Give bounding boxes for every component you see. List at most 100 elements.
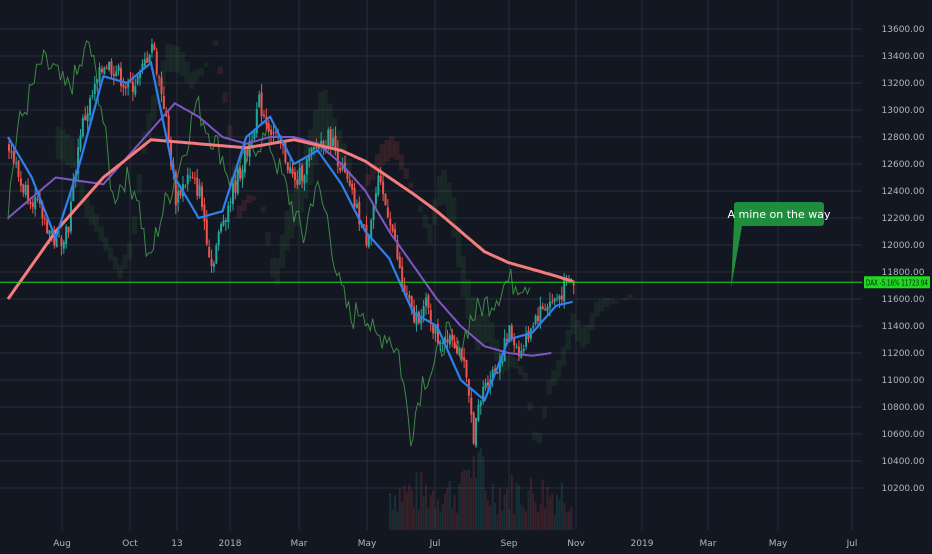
cloud-segment	[251, 196, 256, 200]
candle-body	[122, 84, 124, 87]
candle-body	[106, 68, 108, 69]
cloud-segment	[394, 141, 399, 160]
price-tag: DAX -5.16% 11723.94	[864, 276, 930, 288]
volume-bar	[458, 484, 460, 530]
candle-body	[87, 113, 89, 121]
x-tick-label: Oct	[122, 539, 138, 549]
cloud-segment	[275, 258, 280, 285]
cloud-segment	[194, 69, 199, 82]
candle-body	[230, 202, 232, 203]
cloud-segment	[628, 294, 633, 298]
volume-bar	[396, 511, 398, 530]
candle-body	[242, 170, 244, 179]
y-tick-label: 11400.00	[882, 322, 925, 332]
cloud-segment	[427, 224, 432, 244]
cloud-segment	[566, 330, 571, 350]
volume-bar	[530, 477, 532, 530]
cloud-segment	[218, 66, 223, 74]
volume-bar	[501, 511, 503, 530]
volume-bar	[470, 478, 472, 530]
candle-body	[423, 306, 425, 317]
y-tick-label: 10600.00	[882, 430, 925, 440]
candle-body	[425, 298, 427, 306]
candle-body	[406, 293, 408, 294]
cloud-segment	[451, 197, 456, 237]
volume-bar	[423, 496, 425, 530]
candle-body	[449, 335, 451, 344]
candle-body	[194, 178, 196, 179]
cloud-segment	[184, 61, 189, 82]
cloud-segment	[213, 41, 218, 45]
candle-body	[401, 267, 403, 287]
y-tick-label: 11600.00	[882, 295, 925, 305]
volume-bar	[399, 488, 401, 530]
volume-bar	[539, 505, 541, 530]
candle-body	[458, 348, 460, 355]
volume-bar	[518, 485, 520, 530]
volume-bar	[411, 490, 413, 530]
y-tick-label: 12400.00	[882, 187, 925, 197]
candle-body	[110, 61, 112, 74]
candle-body	[220, 224, 222, 232]
volume-bar	[570, 507, 572, 530]
candle-body	[118, 66, 120, 71]
candle-body	[108, 62, 110, 70]
volume-bar	[415, 473, 417, 530]
x-tick-label: Jul	[846, 539, 858, 549]
candle-body	[79, 135, 81, 149]
y-tick-label: 11200.00	[882, 349, 925, 359]
cloud-segment	[408, 183, 413, 188]
candle-body	[446, 339, 448, 343]
volume-bar	[549, 497, 551, 530]
candle-body	[287, 162, 289, 170]
candle-body	[63, 242, 65, 249]
cloud-segment	[246, 195, 251, 203]
candle-body	[301, 165, 303, 181]
volume-bar	[556, 495, 558, 530]
candle-body	[311, 148, 313, 153]
candle-body	[156, 51, 158, 74]
candle-body	[320, 141, 322, 145]
candle-body	[222, 220, 224, 225]
candle-body	[573, 281, 575, 286]
volume-bar	[561, 483, 563, 530]
candle-body	[15, 163, 17, 164]
candle-body	[208, 247, 210, 258]
cloud-segment	[604, 298, 609, 307]
candle-body	[408, 295, 410, 298]
cloud-segment	[365, 174, 370, 185]
cloud-segment	[532, 432, 537, 441]
cloud-segment	[542, 407, 547, 419]
cloud-segment	[127, 243, 132, 259]
volume-bar	[480, 448, 482, 530]
volume-bar	[463, 470, 465, 530]
candle-body	[382, 182, 384, 194]
cloud-segment	[623, 298, 628, 300]
x-tick-label: Nov	[567, 539, 585, 549]
x-tick-label: 2019	[631, 539, 654, 549]
candle-body	[532, 326, 534, 328]
cloud-segment	[551, 370, 556, 386]
candle-body	[115, 71, 117, 76]
volume-bar	[466, 470, 468, 530]
candle-body	[339, 168, 341, 171]
cloud-segment	[318, 92, 323, 145]
candle-body	[456, 346, 458, 353]
cloud-segment	[399, 155, 404, 170]
candle-body	[387, 207, 389, 217]
cloud-segment	[122, 254, 127, 269]
candle-body	[303, 176, 305, 184]
volume-bar	[449, 481, 451, 530]
candle-body	[58, 236, 60, 237]
volume-bar	[506, 489, 508, 530]
candle-body	[466, 360, 468, 378]
candle-body	[537, 316, 539, 321]
volume-bar	[454, 495, 456, 530]
cloud-segment	[508, 355, 513, 367]
volume-bar	[523, 507, 525, 530]
volume-bar	[482, 456, 484, 530]
cloud-segment	[280, 235, 285, 268]
candle-body	[420, 318, 422, 324]
candle-body	[306, 159, 308, 174]
